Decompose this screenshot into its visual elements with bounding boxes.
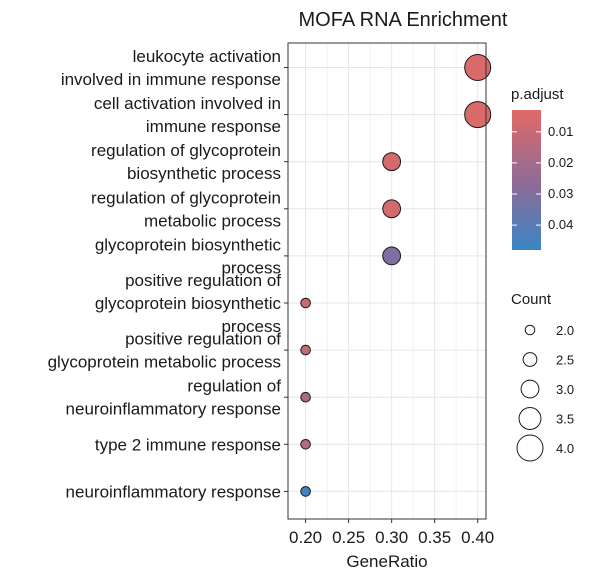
y-tick-label: type 2 immune response [95,435,281,454]
p-adjust-colorbar-ticks: 0.01 0.02 0.03 0.04 [512,124,573,232]
count-legend-label: 2.5 [556,353,574,368]
data-point [382,199,402,219]
data-point [464,54,492,81]
count-legend-items: 2.0 2.5 3.0 3.5 4.0 [516,323,574,462]
count-legend-label: 2.0 [556,323,574,338]
count-legend-circle [520,379,540,399]
y-tick-label: regulation of glycoprotein biosynthetic p… [91,141,281,183]
chart-title: MOFA RNA Enrichment [299,9,508,31]
plot-points [300,54,492,497]
plot-panel-border [287,42,487,520]
y-tick-label: regulation of neuroinflammatory response [66,377,282,419]
y-tick-label: neuroinflammatory response [66,482,281,501]
x-tick-label: 0.35 [418,528,451,547]
p-adjust-colorbar [512,110,541,250]
y-tick-label: cell activation involved in immune respon… [94,94,281,136]
plot-gridlines [288,43,486,519]
data-point [300,391,311,403]
count-legend-label: 3.0 [556,382,574,397]
y-tick-label: leukocyte activation involved in immune r… [61,47,281,89]
y-tick-label: glycoprotein biosynthetic process [95,235,282,277]
y-axis-tick-labels: leukocyte activation involved in immune r… [48,47,288,501]
data-point [300,297,311,309]
data-point [300,439,311,450]
y-tick-label: positive regulation of glycoprotein metab… [48,330,282,372]
colorbar-tick-label: 0.02 [548,155,573,170]
x-tick-label: 0.20 [289,528,322,547]
colorbar-tick-label: 0.01 [548,124,573,139]
x-axis-tick-labels: 0.20 0.25 0.30 0.35 0.40 [289,519,494,547]
count-legend-circle [522,352,538,367]
data-point [382,246,402,266]
p-adjust-legend: p.adjust 0.01 0.02 0.03 0.04 [511,86,573,250]
count-legend-circle [518,407,542,430]
x-tick-label: 0.25 [332,528,365,547]
data-point [300,486,311,497]
count-legend-label: 3.5 [556,412,574,427]
count-legend-circle [516,434,544,462]
y-tick-label: positive regulation of glycoprotein biosy… [95,271,282,336]
x-tick-label: 0.40 [461,528,494,547]
colorbar-tick-label: 0.03 [548,186,573,201]
count-legend: Count 2.0 2.5 3.0 3.5 4.0 [511,291,574,462]
x-tick-label: 0.30 [375,528,408,547]
y-tick-label: regulation of glycoprotein metabolic proc… [91,188,281,230]
x-axis-label: GeneRatio [346,552,427,571]
data-point [300,344,311,356]
count-legend-circle [524,324,536,336]
count-legend-label: 4.0 [556,441,574,456]
data-point [464,101,492,129]
count-legend-title: Count [511,291,552,308]
data-point [382,152,402,172]
colorbar-tick-label: 0.04 [548,217,573,232]
p-adjust-legend-title: p.adjust [511,86,564,103]
